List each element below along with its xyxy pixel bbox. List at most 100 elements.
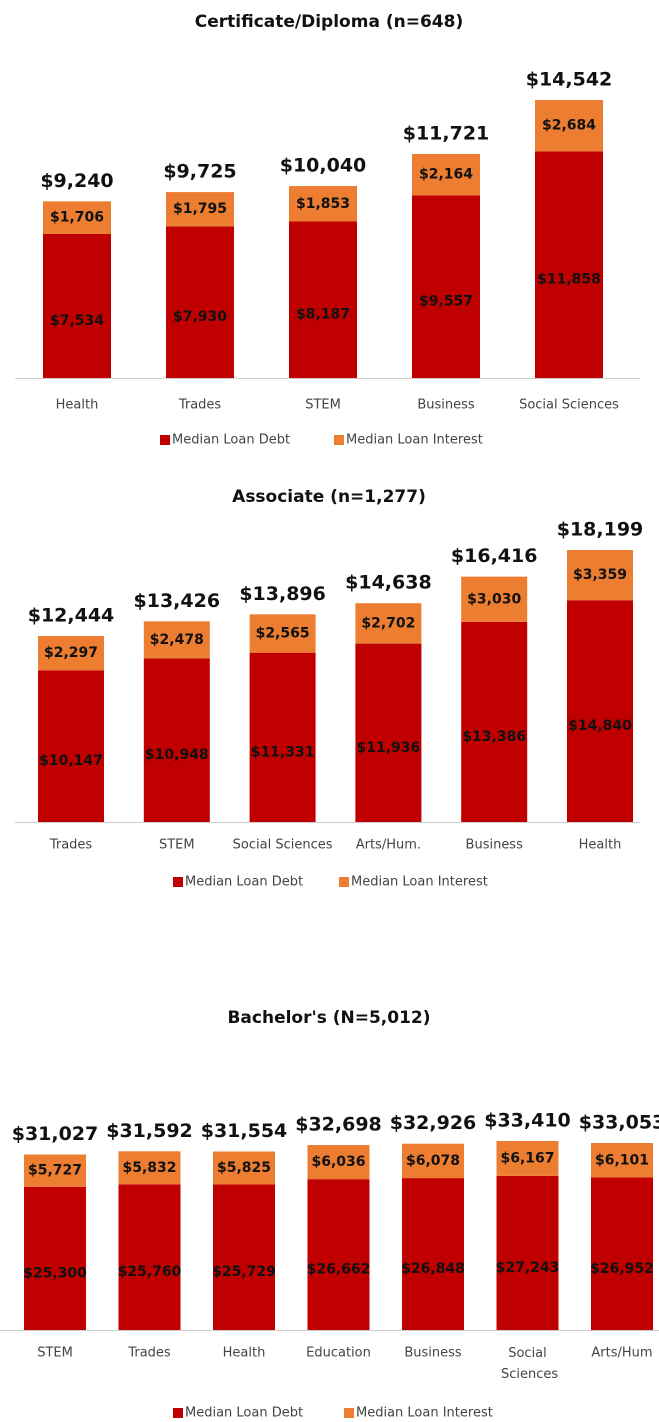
x-tick-label: Trades xyxy=(49,838,93,853)
value-label: $6,078 xyxy=(406,1153,460,1169)
x-tick-label: Social Sciences xyxy=(519,398,619,413)
value-label: $3,030 xyxy=(467,591,521,607)
value-label: $7,930 xyxy=(173,309,227,325)
total-label: $32,926 xyxy=(390,1112,477,1134)
legend-label: Median Loan Debt xyxy=(172,433,290,448)
bar-segment xyxy=(249,652,316,822)
bar-segment xyxy=(143,621,210,659)
value-label: $1,795 xyxy=(173,201,227,217)
legend-swatch xyxy=(160,435,170,445)
x-tick-label: Trades xyxy=(127,1346,171,1361)
bar-segment xyxy=(249,614,316,653)
total-label: $16,416 xyxy=(451,545,538,567)
total-label: $9,725 xyxy=(163,161,236,183)
total-label: $31,554 xyxy=(201,1120,288,1142)
legend-swatch xyxy=(339,877,349,887)
bar-segment xyxy=(24,1186,86,1330)
value-label: $10,948 xyxy=(145,747,209,763)
value-label: $5,832 xyxy=(122,1160,176,1176)
value-label: $5,825 xyxy=(217,1160,271,1176)
x-tick-label: STEM xyxy=(305,398,341,413)
bar-segment xyxy=(535,100,603,152)
value-label: $9,557 xyxy=(419,294,473,310)
bar-segment xyxy=(24,1154,86,1187)
bar-segment xyxy=(307,1145,370,1180)
value-label: $6,036 xyxy=(311,1154,365,1170)
bar-segment xyxy=(496,1175,559,1330)
x-tick-label: Business xyxy=(466,838,524,853)
bar-segment xyxy=(118,1184,181,1330)
total-label: $33,053 xyxy=(579,1112,659,1134)
x-tick-label: Trades xyxy=(178,398,222,413)
bar-segment xyxy=(118,1151,181,1185)
value-label: $25,760 xyxy=(118,1264,182,1280)
bar-segment xyxy=(355,643,422,822)
value-label: $11,936 xyxy=(357,740,421,756)
chart-title: Certificate/Diploma (n=648) xyxy=(195,12,463,32)
value-label: $13,386 xyxy=(462,729,526,745)
bar-segment xyxy=(143,658,210,822)
value-label: $2,702 xyxy=(361,615,415,631)
value-label: $27,243 xyxy=(496,1260,560,1276)
value-label: $26,848 xyxy=(401,1261,465,1277)
bar-segment xyxy=(461,621,528,822)
value-label: $1,706 xyxy=(50,210,104,226)
bar-segment xyxy=(307,1179,370,1330)
total-label: $14,638 xyxy=(345,572,432,594)
total-label: $9,240 xyxy=(40,170,113,192)
bar-segment xyxy=(591,1143,653,1178)
value-label: $11,858 xyxy=(537,272,601,288)
bar-segment xyxy=(213,1151,275,1185)
value-label: $25,729 xyxy=(212,1264,276,1280)
value-label: $2,565 xyxy=(256,625,310,641)
value-label: $6,167 xyxy=(500,1150,554,1166)
total-label: $12,444 xyxy=(28,605,115,627)
bar-segment xyxy=(166,226,234,378)
value-label: $6,101 xyxy=(595,1152,649,1168)
total-label: $32,698 xyxy=(295,1114,382,1136)
bar-segment xyxy=(496,1141,559,1176)
bar-segment xyxy=(289,221,357,378)
value-label: $2,164 xyxy=(419,167,473,183)
total-label: $31,592 xyxy=(106,1120,193,1142)
total-label: $13,896 xyxy=(239,583,326,605)
legend-swatch xyxy=(334,435,344,445)
bar-segment xyxy=(402,1178,464,1330)
bar-segment xyxy=(43,233,111,378)
value-label: $10,147 xyxy=(39,753,103,769)
legend-label: Median Loan Interest xyxy=(346,433,483,448)
bar-segment xyxy=(402,1143,464,1179)
value-label: $2,297 xyxy=(44,645,98,661)
bar-segment xyxy=(567,550,633,601)
x-tick-label: Arts/Hum xyxy=(591,1346,652,1361)
legend-swatch xyxy=(344,1408,354,1418)
total-label: $33,410 xyxy=(484,1110,571,1132)
value-label: $14,840 xyxy=(568,718,632,734)
value-label: $5,727 xyxy=(28,1163,82,1179)
value-label: $2,478 xyxy=(150,632,204,648)
x-tick-label: Social Sciences xyxy=(233,838,333,853)
total-label: $11,721 xyxy=(403,122,490,144)
x-tick-label: Social Sciences xyxy=(497,1346,559,1382)
value-label: $7,534 xyxy=(50,313,104,329)
x-tick-label: Health xyxy=(223,1346,266,1361)
bar-segment xyxy=(567,600,633,822)
bar-segment xyxy=(412,195,480,378)
bar-segment xyxy=(412,153,480,196)
value-label: $3,359 xyxy=(573,567,627,583)
chart-title: Associate (n=1,277) xyxy=(232,487,426,507)
bar-segment xyxy=(355,603,422,644)
total-label: $10,040 xyxy=(280,155,367,177)
bar-segment xyxy=(591,1177,653,1330)
bar-segment xyxy=(461,576,528,622)
value-label: $2,684 xyxy=(542,118,596,134)
x-tick-label: Business xyxy=(417,398,475,413)
bar-segment xyxy=(166,192,234,227)
legend-label: Median Loan Debt xyxy=(185,1406,303,1421)
x-tick-label: Business xyxy=(404,1346,462,1361)
legend-label: Median Loan Interest xyxy=(356,1406,493,1421)
value-label: $26,952 xyxy=(590,1261,654,1277)
x-tick-label: Arts/Hum. xyxy=(356,838,421,853)
bar-segment xyxy=(213,1184,275,1330)
